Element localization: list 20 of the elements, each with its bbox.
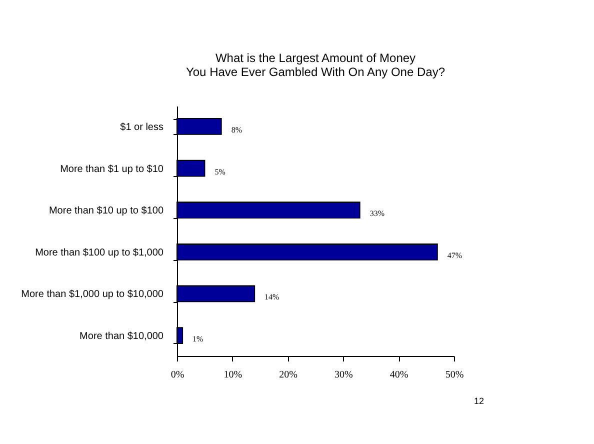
- y-tick-label: More than $10 up to $100: [48, 206, 164, 217]
- chart-title: What is the Largest Amount of Money You Have Ever Gambled With On Any One Day?: [186, 51, 446, 79]
- text: 12: [474, 396, 484, 406]
- data-label: 1%: [192, 334, 204, 344]
- x-tick-label: 10%: [224, 370, 242, 380]
- data-label: 47%: [447, 250, 462, 260]
- data-label: 5%: [214, 167, 226, 176]
- y-tick-label: More than $1 up to $10: [60, 164, 164, 175]
- y-tick-label: More than $100 up to $1,000: [35, 247, 164, 258]
- y-tick-label: $1 or less: [120, 122, 164, 133]
- x-tick-label: 0%: [170, 370, 184, 380]
- x-tick-label: 20%: [279, 370, 298, 380]
- y-tick-label: More than $1,000 up to $10,000: [21, 289, 164, 300]
- x-tick-label: 50%: [445, 370, 464, 380]
- data-label: 33%: [370, 209, 385, 218]
- y-tick-label: More than $10,000: [80, 331, 164, 342]
- x-tick-label: 40%: [390, 370, 408, 380]
- data-label: 14%: [264, 292, 280, 302]
- x-tick-label: 30%: [334, 370, 353, 380]
- data-label: 8%: [231, 125, 242, 134]
